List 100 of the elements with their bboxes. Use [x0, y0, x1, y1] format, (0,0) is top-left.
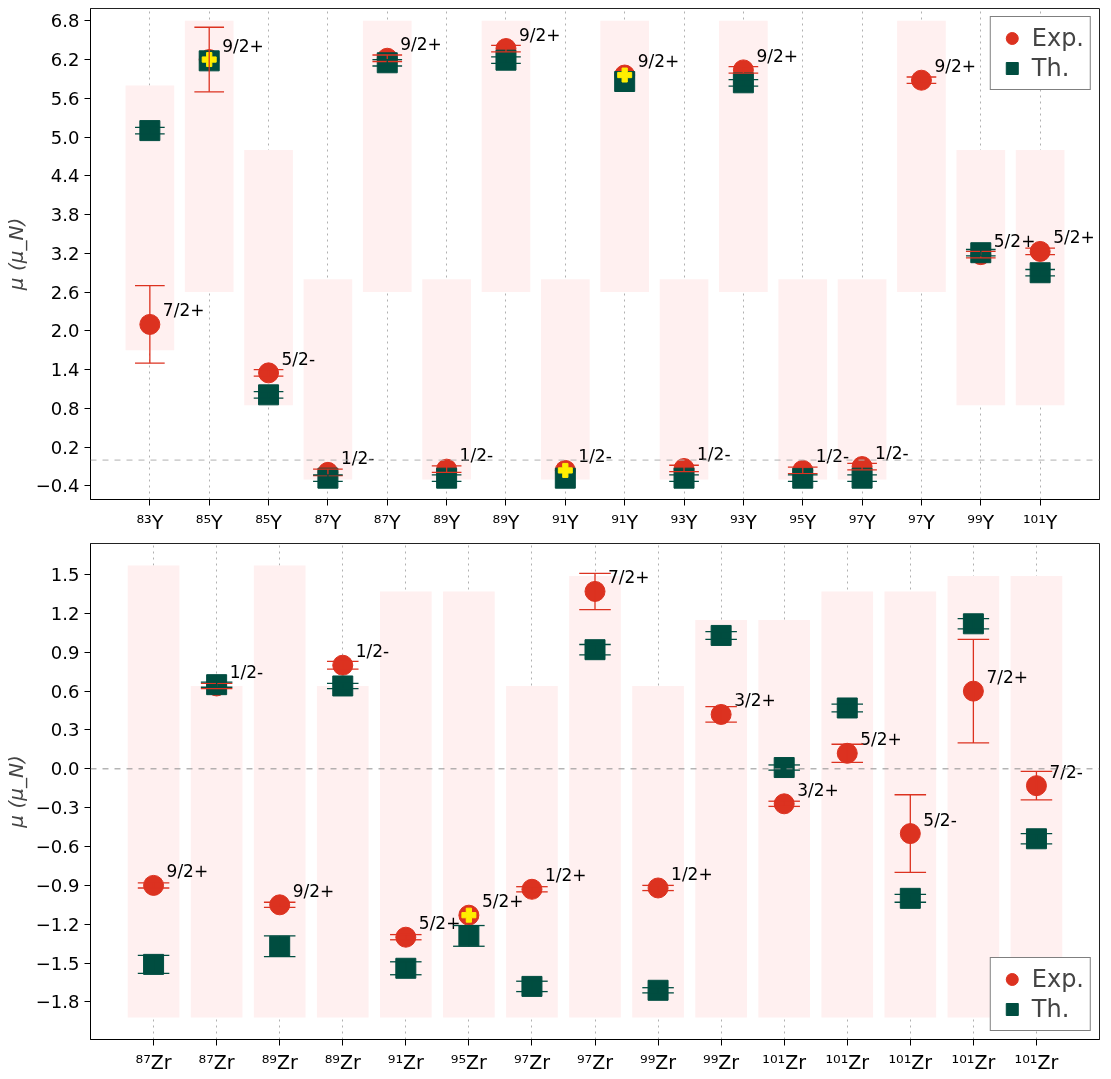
x-tick-label: ¹⁰¹Zr — [1014, 1050, 1059, 1073]
point — [962, 680, 984, 702]
data-label: 3/2+ — [734, 690, 776, 711]
x-tick-label: ⁹⁷Y — [848, 510, 876, 533]
data-label: 1/2- — [815, 446, 850, 467]
x-tick-label: ⁹⁹Y — [967, 510, 995, 533]
data-label: 1/2- — [459, 445, 494, 466]
y-tick-label: 1.4 — [50, 359, 80, 381]
point — [139, 313, 161, 335]
point — [1025, 775, 1047, 797]
y-tick-label: −0.9 — [35, 874, 80, 896]
data-label: 5/2- — [281, 348, 316, 369]
x-tick-label: ¹⁰¹Zr — [825, 1050, 870, 1073]
point — [521, 975, 543, 997]
data-label: 5/2+ — [481, 891, 524, 912]
y-tick-label: 0.9 — [50, 641, 80, 663]
point — [836, 742, 858, 764]
x-tick-label: ¹⁰¹Y — [1022, 510, 1058, 533]
y-tick-label: −0.6 — [35, 836, 80, 858]
data-label: 1/2- — [340, 448, 375, 469]
point — [269, 894, 291, 916]
x-tick-label: ⁸⁹Y — [433, 510, 461, 533]
point — [710, 624, 732, 646]
x-tick-label: ⁹³Y — [729, 510, 758, 533]
point — [773, 793, 795, 815]
x-tick-label: ¹⁰¹Zr — [762, 1050, 807, 1073]
data-label: 9/2+ — [222, 35, 264, 56]
x-tick-label: ⁸⁹Zr — [324, 1050, 361, 1073]
legend-label: Th. — [1031, 54, 1070, 82]
data-label: 7/2+ — [986, 667, 1028, 688]
x-tick-label: ⁹⁹Zr — [703, 1050, 740, 1073]
point — [584, 580, 606, 602]
x-tick-label: ⁸⁹Zr — [261, 1050, 298, 1073]
data-label: 5/2+ — [993, 230, 1036, 251]
y-tick-label: −1.2 — [35, 913, 80, 935]
data-label: 1/2- — [355, 641, 390, 662]
data-label: 9/2+ — [166, 861, 209, 882]
x-tick-label: ⁸⁷Zr — [135, 1050, 172, 1073]
x-tick-label: ⁸⁵Y — [255, 510, 283, 533]
point — [1029, 262, 1051, 284]
x-tick-label: ⁹¹Y — [611, 510, 639, 533]
x-tick-label: ⁸³Y — [136, 510, 164, 533]
data-label: 5/2- — [923, 809, 957, 830]
y-tick-label: −1.8 — [35, 991, 80, 1013]
y-tick-label: 2.0 — [50, 320, 80, 342]
x-tick-label: ⁸⁵Y — [195, 510, 224, 533]
point — [458, 925, 480, 947]
y-tick-label: −0.4 — [35, 475, 80, 497]
y-tick-label: 0.8 — [50, 397, 80, 419]
x-tick-label: ⁹⁵Zr — [450, 1050, 488, 1073]
y-tick-label: 6.2 — [50, 49, 80, 71]
y-tick-label: 0.6 — [50, 680, 80, 702]
data-label: 7/2- — [1049, 761, 1083, 782]
data-label: 1/2- — [875, 442, 909, 463]
data-label: 9/2+ — [756, 45, 798, 66]
x-tick-label: ⁹¹Zr — [387, 1050, 425, 1073]
x-tick-label: ⁸⁷Y — [373, 510, 402, 533]
point — [143, 953, 165, 975]
legend-label: Exp. — [1031, 24, 1084, 52]
y-tick-label: 1.2 — [50, 602, 80, 624]
y-tick-label: 0.0 — [50, 758, 80, 780]
x-tick-label: ⁸⁷Y — [314, 510, 342, 533]
x-tick-label: ⁸⁹Y — [492, 510, 520, 533]
data-label: 7/2+ — [162, 300, 205, 321]
y-tick-label: −0.3 — [35, 797, 80, 819]
y-tick-label: 6.8 — [50, 10, 80, 32]
data-label: 5/2+ — [1053, 227, 1095, 248]
x-tick-label: ⁹⁷Y — [908, 510, 936, 533]
point — [332, 675, 354, 697]
x-tick-label: ⁹⁵Y — [789, 510, 817, 533]
point — [710, 703, 732, 725]
legend-label: Exp. — [1031, 965, 1084, 993]
point — [139, 120, 161, 142]
point — [395, 926, 417, 948]
y-tick-label: 0.2 — [50, 436, 80, 458]
x-tick-label: ⁹³Y — [670, 510, 698, 533]
x-tick-label: ⁸⁷Zr — [198, 1050, 235, 1073]
point — [899, 823, 921, 845]
y-tick-label: −1.5 — [35, 952, 80, 974]
point — [899, 887, 921, 909]
data-label: 5/2+ — [418, 913, 461, 934]
y-tick-label: 5.0 — [50, 126, 80, 148]
y-tick-label: 2.6 — [50, 281, 80, 303]
x-tick-label: ¹⁰¹Zr — [888, 1050, 933, 1073]
data-label: 1/2- — [229, 661, 264, 682]
x-tick-label: ⁹⁷Zr — [513, 1050, 551, 1073]
data-label: 3/2+ — [797, 779, 839, 800]
data-label: 9/2+ — [934, 56, 977, 77]
y-tick-label: 5.6 — [50, 87, 80, 109]
legend-label: Th. — [1031, 995, 1070, 1023]
data-label: 7/2+ — [608, 567, 650, 588]
y-axis-title: μ (μ_N) — [3, 217, 28, 292]
point — [647, 979, 669, 1001]
y-tick-label: 3.8 — [50, 204, 80, 226]
point — [395, 957, 417, 979]
data-label: 9/2+ — [292, 880, 335, 901]
data-label: 1/2+ — [671, 863, 713, 884]
y-tick-label: 3.2 — [50, 242, 80, 264]
y-tick-label: 1.5 — [50, 564, 80, 586]
data-label: 9/2+ — [637, 51, 680, 72]
